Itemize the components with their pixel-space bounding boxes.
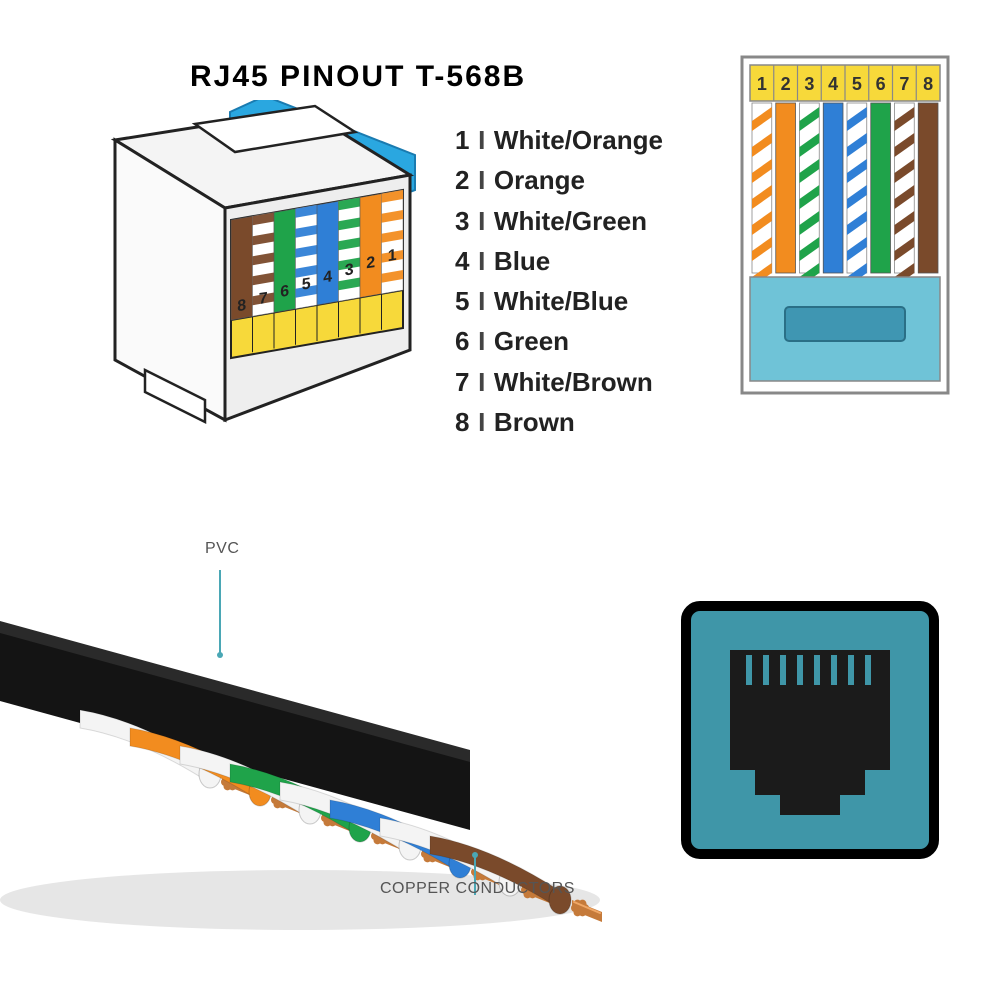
rj45-isometric-diagram: 87654321 bbox=[55, 100, 435, 430]
pvc-label: PVC bbox=[205, 540, 239, 558]
pin-list-item: 7 I White/Brown bbox=[455, 362, 663, 402]
svg-text:2: 2 bbox=[366, 253, 375, 272]
svg-text:1: 1 bbox=[388, 246, 397, 265]
rj45-jack-icon bbox=[680, 600, 940, 860]
svg-text:8: 8 bbox=[923, 74, 933, 94]
pin-list-item: 1 I White/Orange bbox=[455, 120, 663, 160]
pin-list-item: 4 I Blue bbox=[455, 241, 663, 281]
svg-text:2: 2 bbox=[781, 74, 791, 94]
pin-list-item: 5 I White/Blue bbox=[455, 281, 663, 321]
svg-text:7: 7 bbox=[899, 74, 909, 94]
svg-text:8: 8 bbox=[237, 296, 246, 315]
svg-text:1: 1 bbox=[757, 74, 767, 94]
svg-text:4: 4 bbox=[828, 74, 838, 94]
pin-color-list: 1 I White/Orange2 I Orange3 I White/Gree… bbox=[455, 120, 663, 442]
svg-text:5: 5 bbox=[852, 74, 862, 94]
cable-cross-section bbox=[0, 500, 640, 940]
svg-text:6: 6 bbox=[280, 282, 289, 301]
svg-text:7: 7 bbox=[259, 289, 268, 308]
rj45-front-diagram: 12345678 bbox=[740, 55, 950, 395]
svg-text:3: 3 bbox=[345, 260, 354, 279]
svg-text:6: 6 bbox=[876, 74, 886, 94]
svg-text:3: 3 bbox=[804, 74, 814, 94]
copper-label: COPPER CONDUCTORS bbox=[380, 880, 575, 898]
pin-list-item: 6 I Green bbox=[455, 321, 663, 361]
svg-text:5: 5 bbox=[302, 274, 311, 293]
pin-list-item: 2 I Orange bbox=[455, 160, 663, 200]
pin-list-item: 8 I Brown bbox=[455, 402, 663, 442]
page-title: RJ45 PINOUT T-568B bbox=[190, 60, 526, 94]
svg-text:4: 4 bbox=[323, 267, 332, 286]
pin-list-item: 3 I White/Green bbox=[455, 201, 663, 241]
